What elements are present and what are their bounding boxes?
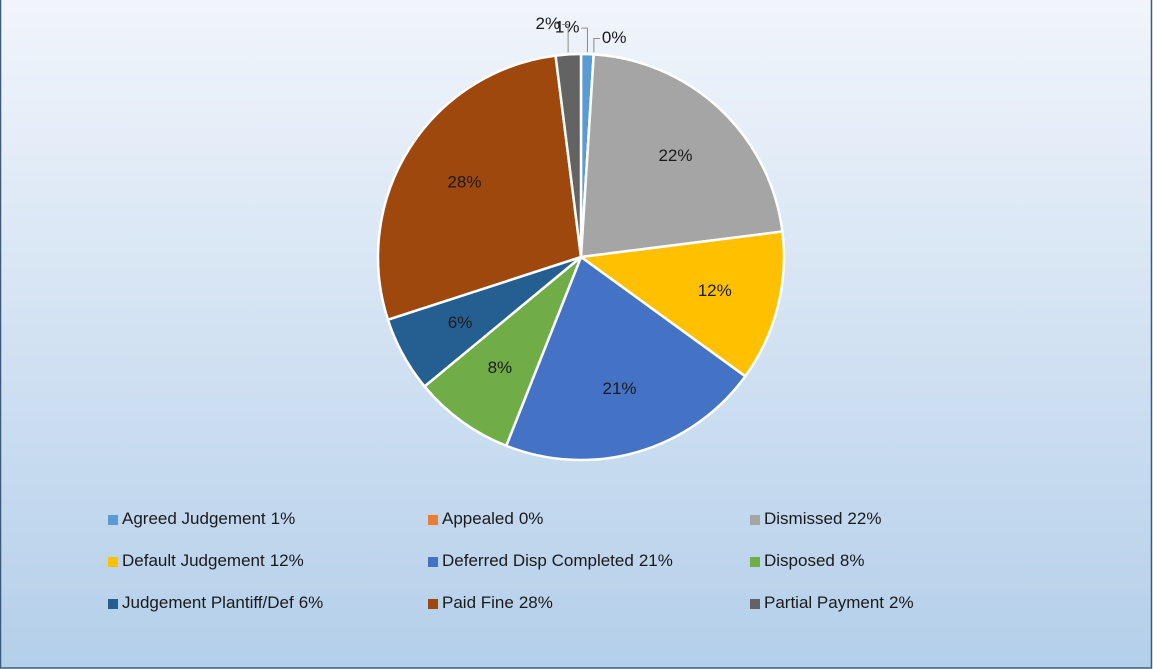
legend-label: Dismissed bbox=[764, 509, 842, 528]
legend-entry: Partial Payment 2% bbox=[764, 593, 914, 612]
legend-label: Agreed Judgement bbox=[122, 509, 266, 528]
legend-marker bbox=[108, 557, 118, 567]
pie-slice bbox=[554, 52, 583, 258]
legend-marker bbox=[428, 515, 438, 525]
legend-value: 0% bbox=[519, 509, 544, 528]
legend-label: Disposed bbox=[764, 551, 835, 570]
legend-value: 2% bbox=[889, 593, 914, 612]
legend-value: 1% bbox=[271, 509, 296, 528]
leader-line bbox=[562, 23, 569, 53]
leader-line bbox=[593, 37, 600, 53]
data-label: 1% bbox=[555, 18, 580, 37]
pie-slice bbox=[504, 255, 747, 462]
legend-label: Default Judgement bbox=[122, 551, 265, 570]
legend-marker bbox=[428, 557, 438, 567]
data-label: 12% bbox=[698, 281, 732, 300]
legend-marker bbox=[750, 515, 760, 525]
data-label: 8% bbox=[488, 358, 513, 377]
leader-line bbox=[581, 27, 588, 53]
legend-entry: Agreed Judgement 1% bbox=[122, 509, 295, 528]
legend-entry: Deferred Disp Completed 21% bbox=[442, 551, 673, 570]
legend-entry: Disposed 8% bbox=[764, 551, 864, 570]
data-label: 22% bbox=[658, 146, 692, 165]
legend-label: Partial Payment bbox=[764, 593, 884, 612]
legend-entry: Dismissed 22% bbox=[764, 509, 881, 528]
data-label: 2% bbox=[536, 14, 561, 33]
legend-value: 28% bbox=[519, 593, 553, 612]
legend-entry: Judgement Plantiff/Def 6% bbox=[122, 593, 323, 612]
pie-slice bbox=[376, 54, 583, 322]
legend-value: 8% bbox=[840, 551, 865, 570]
pie-slice bbox=[422, 256, 583, 448]
legend-entry: Default Judgement 12% bbox=[122, 551, 304, 570]
legend-label: Deferred Disp Completed bbox=[442, 551, 634, 570]
data-label: 6% bbox=[448, 313, 473, 332]
legend-label: Paid Fine bbox=[442, 593, 514, 612]
data-label: 28% bbox=[447, 173, 481, 192]
legend-label: Judgement Plantiff/Def bbox=[122, 593, 294, 612]
pie-slice bbox=[577, 230, 786, 379]
data-label: 21% bbox=[602, 379, 636, 398]
legend-value: 21% bbox=[639, 551, 673, 570]
legend-label: Appealed bbox=[442, 509, 514, 528]
legend-marker bbox=[108, 515, 118, 525]
legend-marker bbox=[108, 599, 118, 609]
legend-value: 22% bbox=[847, 509, 881, 528]
legend-marker bbox=[750, 557, 760, 567]
pie-slice bbox=[579, 53, 784, 259]
data-label: 0% bbox=[602, 28, 627, 47]
legend-marker bbox=[428, 599, 438, 609]
legend-value: 6% bbox=[299, 593, 324, 612]
legend-entry: Paid Fine 28% bbox=[442, 593, 553, 612]
legend-value: 12% bbox=[270, 551, 304, 570]
legend-entry: Appealed 0% bbox=[442, 509, 543, 528]
legend-marker bbox=[750, 599, 760, 609]
